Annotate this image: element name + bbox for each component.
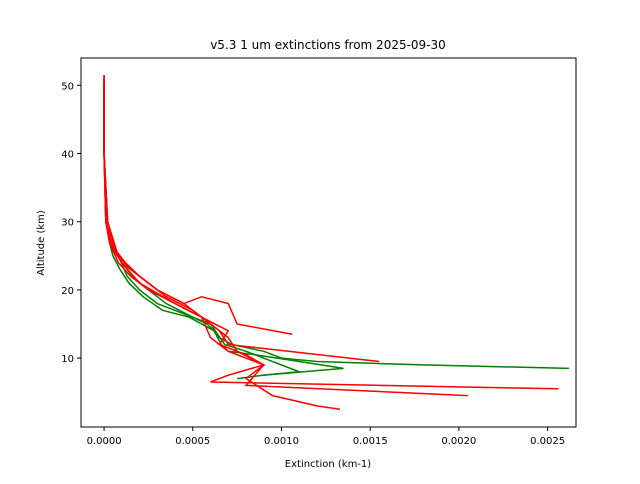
profile-line bbox=[103, 85, 380, 363]
profile-line bbox=[103, 78, 468, 397]
x-tick-label: 0.0010 bbox=[264, 436, 299, 447]
y-tick-label: 10 bbox=[61, 354, 74, 365]
y-tick-label: 50 bbox=[61, 81, 74, 92]
plot-frame bbox=[80, 57, 577, 428]
x-tick-label: 0.0015 bbox=[353, 436, 388, 447]
x-tick-label: 0.0000 bbox=[87, 436, 122, 447]
profile-line bbox=[103, 75, 569, 370]
x-tick-label: 0.0020 bbox=[441, 436, 476, 447]
x-tick-label: 0.0005 bbox=[175, 436, 210, 447]
profile-line bbox=[103, 78, 341, 411]
chart-title: v5.3 1 um extinctions from 2025-09-30 bbox=[210, 38, 446, 52]
y-tick-label: 40 bbox=[61, 149, 74, 160]
profile-line bbox=[103, 85, 293, 335]
profile-line bbox=[103, 75, 559, 390]
profile-line bbox=[103, 85, 300, 376]
y-axis-label: Altitude (km) bbox=[36, 210, 47, 276]
y-tick-label: 30 bbox=[61, 218, 74, 229]
x-tick-label: 0.0025 bbox=[530, 436, 565, 447]
y-tick-label: 20 bbox=[61, 286, 74, 297]
x-axis-label: Extinction (km-1) bbox=[285, 459, 372, 470]
